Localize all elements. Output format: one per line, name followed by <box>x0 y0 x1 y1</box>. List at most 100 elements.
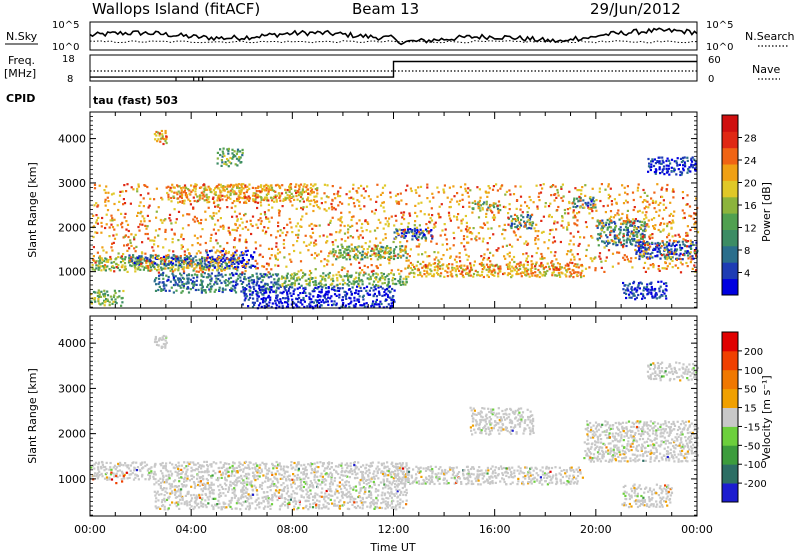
data-cell-0-2622 <box>306 188 310 191</box>
data-cell-0-760 <box>244 297 247 300</box>
data-cell-0-1909 <box>613 234 616 237</box>
data-cell-0-515 <box>174 283 177 287</box>
data-cell-0-3189 <box>245 241 248 244</box>
data-cell-0-1481 <box>429 230 432 233</box>
data-cell-0-518 <box>174 275 177 278</box>
data-cell-0-3713 <box>433 262 437 265</box>
data-cell-0-2584 <box>289 200 292 203</box>
data-cell-0-51 <box>120 304 123 307</box>
data-cell-0-4330 <box>645 205 648 208</box>
data-cell-0-3546 <box>373 252 376 255</box>
data-cell-0-3814 <box>468 270 471 273</box>
data-cell-0-4465 <box>686 265 689 268</box>
data-cell-0-3511 <box>361 269 364 272</box>
data-cell-0-65 <box>95 260 98 263</box>
data-cell-0-1316 <box>334 251 337 254</box>
data-cell-0-2719 <box>95 221 98 224</box>
data-cell-0-703 <box>255 272 258 275</box>
data-cell-0-1792 <box>513 222 516 225</box>
data-cell-0-124 <box>132 256 135 259</box>
data-cell-0-3319 <box>295 233 298 237</box>
data-cell-0-886 <box>295 303 298 306</box>
data-cell-0-2105 <box>673 245 676 248</box>
data-cell-0-3910 <box>502 228 505 231</box>
data-cell-0-2821 <box>127 235 130 239</box>
data-cell-0-2843 <box>136 214 139 217</box>
data-cell-0-3348 <box>305 205 308 208</box>
data-cell-0-604 <box>210 279 213 282</box>
data-cell-0-2808 <box>123 235 126 238</box>
data-cell-0-1351 <box>354 246 357 249</box>
data-cell-0-1356 <box>359 258 362 261</box>
data-cell-0-2874 <box>145 227 148 230</box>
data-cell-0-2155 <box>648 162 651 165</box>
data-cell-0-2092 <box>668 242 671 245</box>
data-cell-0-1856 <box>597 244 600 247</box>
data-cell-0-835 <box>276 299 279 302</box>
data-cell-0-906 <box>305 294 308 297</box>
data-cell-0-2961 <box>179 195 182 198</box>
data-cell-0-2034 <box>642 242 645 245</box>
data-cell-1-223 <box>201 470 204 473</box>
data-cell-0-2925 <box>165 256 168 260</box>
data-cell-0-2304 <box>644 288 647 291</box>
data-cell-0-2778 <box>113 202 116 206</box>
data-cell-0-4078 <box>560 271 563 274</box>
data-cell-0-3447 <box>340 211 343 214</box>
data-cell-0-1592 <box>481 268 484 271</box>
data-cell-0-15 <box>97 289 100 292</box>
data-cell-0-1248 <box>362 274 365 277</box>
data-cell-0-459 <box>244 263 248 266</box>
data-cell-0-3684 <box>423 213 426 216</box>
data-cell-0-2043 <box>648 257 651 260</box>
data-cell-0-1482 <box>430 229 433 232</box>
data-cell-0-2088 <box>668 252 671 255</box>
data-cell-0-4467 <box>686 245 689 248</box>
data-cell-0-1484 <box>408 272 411 275</box>
data-cell-0-1469 <box>421 235 425 238</box>
data-cell-0-4123 <box>571 202 574 205</box>
data-cell-0-3457 <box>341 202 344 205</box>
data-cell-0-2462 <box>227 196 230 199</box>
data-cell-0-1025 <box>354 305 357 308</box>
data-cell-0-3116 <box>227 229 230 232</box>
data-cell-0-7 <box>94 291 97 294</box>
data-cell-1-77 <box>127 467 131 470</box>
data-cell-0-1524 <box>432 275 435 278</box>
data-cell-0-1555 <box>455 275 458 278</box>
data-cell-0-3332 <box>299 251 302 254</box>
data-cell-0-3779 <box>457 203 461 206</box>
data-cell-0-745 <box>275 289 278 292</box>
data-cell-0-2884 <box>146 225 149 228</box>
data-cell-0-4182 <box>594 256 597 259</box>
data-cell-0-1597 <box>483 265 486 268</box>
data-cell-0-1455 <box>413 235 417 238</box>
data-cell-0-3484 <box>351 236 355 239</box>
data-cell-0-2137 <box>691 255 694 258</box>
data-cell-0-3649 <box>408 255 411 258</box>
data-cell-0-1610 <box>491 273 494 276</box>
data-cell-0-1974 <box>634 231 637 234</box>
data-cell-0-4402 <box>663 248 667 252</box>
data-cell-0-3287 <box>279 234 282 237</box>
data-cell-0-1153 <box>297 276 300 279</box>
data-cell-0-3803 <box>464 248 467 251</box>
data-cell-0-2015 <box>638 257 641 261</box>
data-cell-0-3194 <box>245 201 248 204</box>
data-cell-0-3317 <box>290 196 293 199</box>
data-cell-1-249 <box>212 461 215 464</box>
data-cell-0-202 <box>179 259 182 262</box>
data-cell-1-88 <box>133 469 136 472</box>
data-cell-1-46 <box>113 475 116 478</box>
data-cell-0-1267 <box>376 273 379 276</box>
data-cell-0-443 <box>236 261 239 264</box>
data-cell-0-1862 <box>598 223 601 226</box>
data-cell-0-2467 <box>233 193 236 196</box>
data-cell-0-1960 <box>632 239 635 242</box>
data-cell-0-1314 <box>332 248 335 251</box>
data-cell-0-2646 <box>221 150 224 153</box>
data-cell-0-412 <box>218 264 222 268</box>
data-cell-0-311 <box>146 257 149 260</box>
data-cell-0-1257 <box>371 274 375 277</box>
data-cell-0-612 <box>214 274 217 278</box>
